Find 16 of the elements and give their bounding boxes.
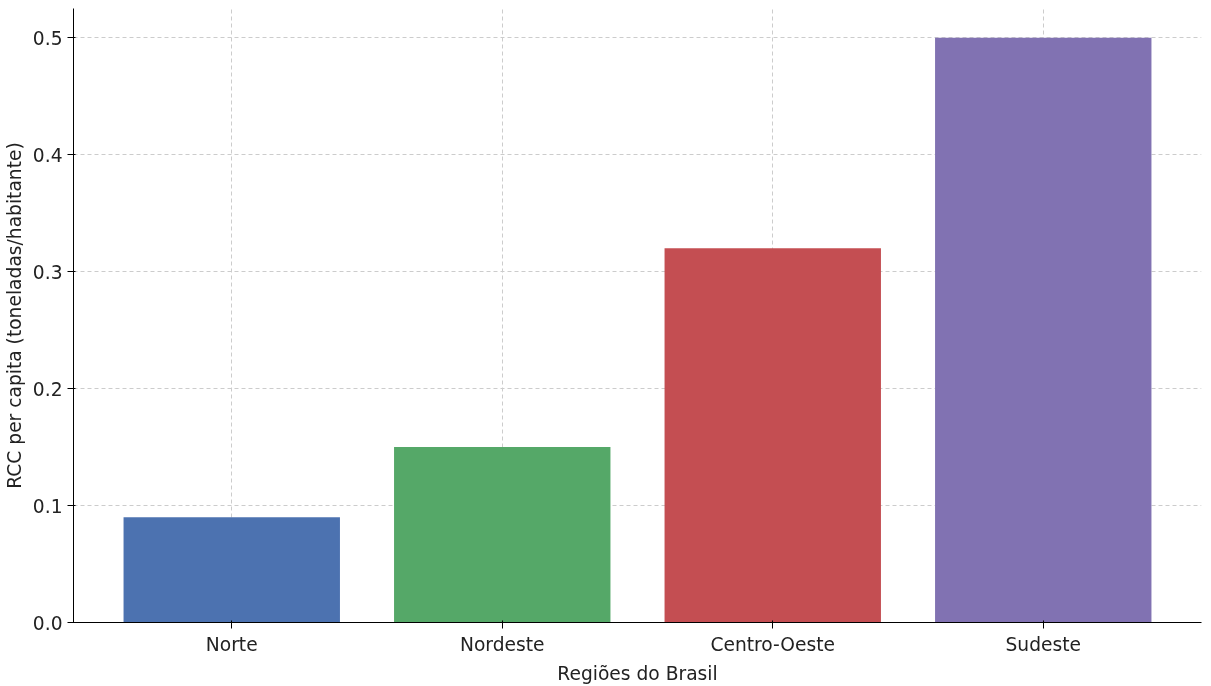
x-axis-title: Regiões do Brasil (557, 662, 718, 684)
x-tick-label: Norte (205, 633, 258, 655)
y-tick-label: 0.5 (32, 27, 63, 49)
x-tick-label: Nordeste (459, 633, 545, 655)
x-tick-label: Sudeste (1005, 633, 1082, 655)
y-tick-label: 0.4 (32, 144, 63, 166)
y-axis-title: RCC per capita (toneladas/habitante) (3, 142, 25, 489)
bar (664, 248, 881, 623)
y-tick-label: 0.1 (32, 495, 63, 517)
bar (935, 37, 1152, 623)
y-tick-label: 0.2 (32, 378, 63, 400)
x-tick-label: Centro-Oeste (710, 633, 836, 655)
bar (394, 447, 611, 623)
bar (123, 517, 340, 623)
y-tick-label: 0.3 (32, 261, 63, 283)
y-tick-label: 0.0 (32, 612, 63, 634)
